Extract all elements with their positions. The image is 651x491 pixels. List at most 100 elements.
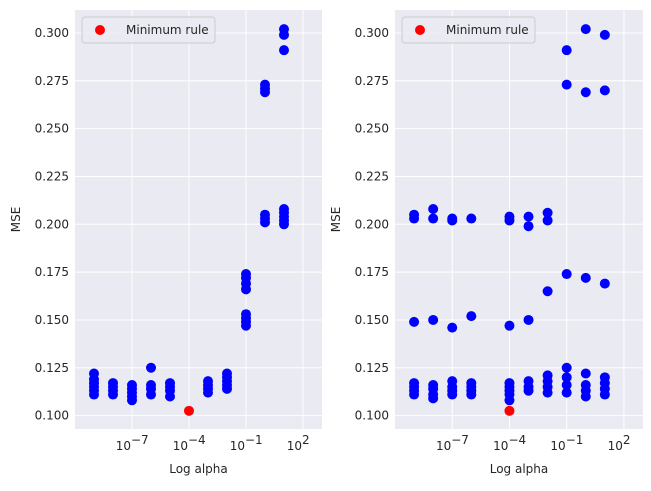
- mse-point: [504, 320, 515, 331]
- legend-box: [401, 16, 536, 44]
- y-tick-label: 0.225: [355, 169, 389, 183]
- mse-point: [504, 378, 515, 389]
- x-tick-label: 10 −7: [436, 433, 469, 453]
- mse-point: [409, 316, 420, 327]
- mse-point: [561, 387, 572, 398]
- mse-point: [127, 379, 137, 390]
- legend: Minimum rule: [81, 16, 216, 44]
- x-tick-exponent: 2: [623, 433, 631, 447]
- mse-point: [428, 379, 439, 390]
- x-tick-exponent: −7: [451, 433, 469, 447]
- mse-point: [279, 24, 289, 35]
- x-tick-base: 10: [230, 439, 245, 453]
- y-tick-label: 0.200: [35, 217, 69, 231]
- y-tick-label: 0.125: [35, 361, 69, 375]
- mse-point: [542, 286, 553, 297]
- mse-point: [580, 368, 591, 379]
- legend-label: Minimum rule: [446, 23, 529, 37]
- mse-point: [523, 314, 534, 325]
- x-tick-base: 10: [116, 439, 131, 453]
- mse-point: [409, 378, 420, 389]
- mse-point: [580, 379, 591, 390]
- chart-panel-2: 0.100 0.125 0.150 0.175 0.200 0.225 0.250 0.275…: [329, 10, 643, 476]
- x-tick-base: 10: [608, 439, 623, 453]
- series-mse: [409, 24, 610, 406]
- x-tick-base: 10: [550, 439, 565, 453]
- x-tick-exponent: −4: [508, 433, 526, 447]
- mse-point: [580, 24, 591, 35]
- minimum-rule-point: [504, 405, 515, 416]
- x-tick-base: 10: [493, 439, 508, 453]
- mse-point: [428, 314, 439, 325]
- mse-point: [599, 85, 610, 96]
- y-tick-label: 0.150: [35, 313, 69, 327]
- y-tick-label: 0.100: [35, 409, 69, 423]
- y-tick-label: 0.175: [355, 265, 389, 279]
- mse-point: [523, 376, 534, 387]
- x-tick-exponent: −1: [566, 433, 584, 447]
- y-tick-label: 0.275: [355, 74, 389, 88]
- y-tick-label: 0.300: [35, 26, 69, 40]
- y-tick-label: 0.200: [355, 217, 389, 231]
- x-tick-label: 10 −4: [493, 433, 526, 453]
- mse-point: [447, 213, 458, 224]
- y-tick-label: 0.250: [355, 122, 389, 136]
- minimum-rule-point: [184, 405, 194, 416]
- mse-point: [241, 309, 251, 320]
- y-tick-label: 0.100: [355, 409, 389, 423]
- mse-point: [561, 379, 572, 390]
- mse-point: [542, 207, 553, 218]
- mse-point: [580, 272, 591, 283]
- mse-point: [561, 362, 572, 373]
- mse-point: [165, 378, 175, 389]
- x-tick-label: 10 2: [608, 433, 631, 453]
- x-tick-base: 10: [436, 439, 451, 453]
- x-tick-label: 10 2: [287, 433, 310, 453]
- y-tick-label: 0.250: [35, 122, 69, 136]
- mse-point: [146, 362, 156, 373]
- mse-point: [260, 79, 270, 90]
- x-axis-label: Log alpha: [490, 462, 549, 476]
- mse-point: [466, 213, 477, 224]
- series-mse: [89, 24, 289, 406]
- legend-marker: [95, 25, 105, 35]
- series-minimum-rule: [184, 405, 194, 416]
- y-tick-label: 0.125: [355, 361, 389, 375]
- legend-marker: [415, 25, 425, 35]
- mse-point: [542, 215, 553, 226]
- mse-point: [580, 87, 591, 98]
- x-tick-base: 10: [173, 439, 188, 453]
- x-tick-label: 10 −7: [116, 433, 149, 453]
- y-tick-label: 0.150: [355, 313, 389, 327]
- x-tick-label: 10 −4: [173, 433, 206, 453]
- mse-point: [108, 378, 118, 389]
- mse-point: [447, 376, 458, 387]
- y-tick-label: 0.225: [35, 169, 69, 183]
- x-axis-label: Log alpha: [169, 462, 228, 476]
- legend-label: Minimum rule: [126, 23, 209, 37]
- y-tick-label: 0.275: [35, 74, 69, 88]
- x-tick-exponent: 2: [302, 433, 310, 447]
- x-tick-exponent: −4: [188, 433, 206, 447]
- mse-point: [428, 213, 439, 224]
- mse-point: [599, 372, 610, 383]
- mse-point: [466, 311, 477, 322]
- mse-point: [561, 45, 572, 56]
- mse-point: [203, 376, 213, 387]
- mse-point: [599, 278, 610, 289]
- x-tick-exponent: −1: [245, 433, 263, 447]
- y-tick-label: 0.175: [35, 265, 69, 279]
- mse-point: [279, 203, 289, 214]
- legend-box: [81, 16, 216, 44]
- mse-point: [523, 221, 534, 232]
- y-tick-label: 0.300: [355, 26, 389, 40]
- mse-point: [279, 45, 289, 56]
- legend: Minimum rule: [401, 16, 536, 44]
- y-axis-label: MSE: [329, 207, 343, 233]
- mse-point: [241, 269, 251, 280]
- mse-point: [466, 378, 477, 389]
- y-axis-label: MSE: [9, 207, 23, 233]
- mse-point: [222, 368, 232, 379]
- mse-point: [409, 209, 420, 220]
